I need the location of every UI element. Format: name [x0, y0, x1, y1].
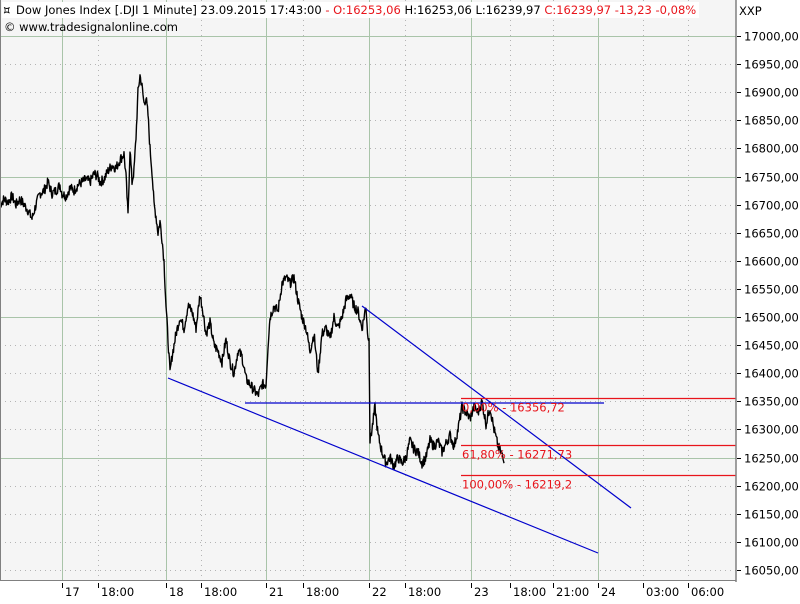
- y-tick-label: 16900,00: [744, 86, 799, 100]
- y-tick-label: 16050,00: [744, 564, 799, 578]
- x-tick-label: 03:00: [646, 585, 679, 599]
- x-tick-label: 18:00: [408, 585, 441, 599]
- y-tick-label: 16850,00: [744, 114, 799, 128]
- fibonacci-retracement[interactable]: 0,00% - 16356,72 61,80% - 16271,73 100,00%…: [461, 397, 736, 492]
- x-tick-label: 21: [269, 585, 284, 599]
- x-tick-label: 18: [169, 585, 184, 599]
- chart-header: ⯏ Dow Jones Index [.DJI 1 Minute] 23.09.2…: [2, 2, 700, 18]
- y-tick-label: 16500,00: [744, 311, 799, 325]
- trendlines[interactable]: [167, 305, 632, 554]
- close-label: C:: [544, 3, 557, 17]
- y-tick-label: 16950,00: [744, 58, 799, 72]
- trendline[interactable]: [361, 305, 632, 509]
- x-tick-label: 24: [601, 585, 616, 599]
- x-tick-label: 18:00: [204, 585, 237, 599]
- y-tick-label: 16100,00: [744, 536, 799, 550]
- price-axis[interactable]: 17000,00 16950,00 16900,00 16850,00 16800,00…: [737, 30, 799, 578]
- copyright-link[interactable]: © www.tradesignalonline.com: [4, 20, 178, 34]
- low-value: 16239,97: [485, 3, 541, 17]
- y-tick-label: 16650,00: [744, 227, 799, 241]
- bar-symbol-icon: ⯏: [2, 3, 12, 17]
- x-tick-label: 22: [372, 585, 387, 599]
- y-tick-label: 16600,00: [744, 255, 799, 269]
- high-label: H:: [404, 3, 417, 17]
- y-tick-label: 16550,00: [744, 283, 799, 297]
- low-label: L:: [475, 3, 486, 17]
- time-axis[interactable]: 17 18:00 18 18:00 21 18:00 22 18:00 23 18:00 21:00…: [62, 583, 725, 599]
- price-series: [0, 74, 505, 471]
- grid: [0, 0, 736, 580]
- open-label: O:: [333, 3, 346, 17]
- plot-area: [0, 0, 736, 580]
- y-tick-label: 16200,00: [744, 480, 799, 494]
- fib-level-label: 61,80% - 16271,73: [462, 448, 572, 462]
- y-tick-label: 16400,00: [744, 367, 799, 381]
- y-tick-label: 17000,00: [744, 30, 799, 44]
- y-tick-label: 16300,00: [744, 423, 799, 437]
- close-value: 16239,97: [556, 3, 612, 17]
- y-tick-label: 16350,00: [744, 395, 799, 409]
- x-tick-label: 18:00: [101, 585, 134, 599]
- x-tick-label: 18:00: [513, 585, 546, 599]
- fib-level-label: 100,00% - 16219,2: [462, 478, 572, 492]
- open-value: 16253,06: [345, 3, 401, 17]
- y-tick-label: 16750,00: [744, 171, 799, 185]
- x-tick-label: 21:00: [556, 585, 589, 599]
- instrument-name: Dow Jones Index [.DJI 1 Minute]: [16, 3, 197, 17]
- x-tick-label: 06:00: [691, 585, 724, 599]
- high-value: 16253,06: [416, 3, 472, 17]
- change-value: -13,23: [614, 3, 652, 17]
- axis-name: XXP: [739, 4, 762, 18]
- price-line: [0, 74, 505, 471]
- x-tick-label: 18:00: [306, 585, 339, 599]
- x-tick-label: 17: [65, 585, 80, 599]
- y-tick-label: 16800,00: [744, 142, 799, 156]
- trendline[interactable]: [167, 377, 599, 554]
- y-tick-label: 16450,00: [744, 339, 799, 353]
- fib-level-label: 0,00% - 16356,72: [462, 401, 565, 415]
- y-tick-label: 16700,00: [744, 199, 799, 213]
- separator: -: [325, 3, 330, 17]
- y-tick-label: 16150,00: [744, 508, 799, 522]
- x-tick-label: 23: [474, 585, 489, 599]
- y-tick-label: 16250,00: [744, 452, 799, 466]
- bar-datetime: 23.09.2015 17:43:00: [200, 3, 322, 17]
- change-percent: -0,08%: [655, 3, 697, 17]
